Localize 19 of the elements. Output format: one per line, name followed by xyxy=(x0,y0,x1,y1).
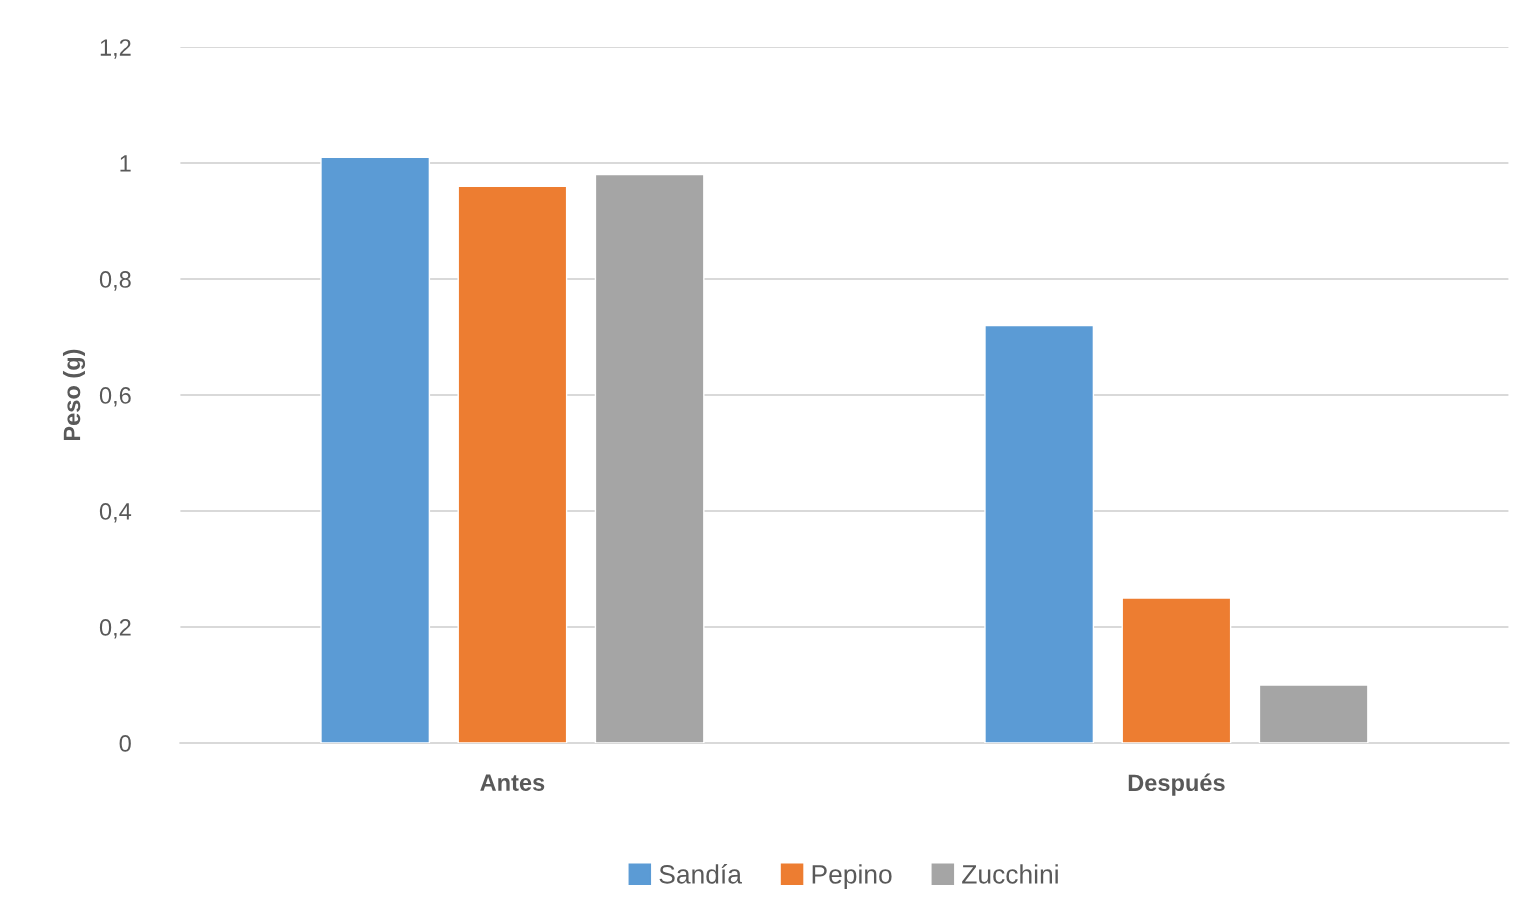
y-tick-label: 0 xyxy=(119,735,131,752)
legend-label: Sandía xyxy=(659,864,742,884)
bar xyxy=(594,173,705,744)
x-tick-label: Antes xyxy=(480,774,545,791)
bar xyxy=(320,156,431,744)
bar xyxy=(984,324,1095,744)
bar xyxy=(457,185,568,744)
y-tick-label: 0,8 xyxy=(99,271,131,291)
y-tick-label: 1,2 xyxy=(100,39,131,59)
legend-label: Zucchini xyxy=(962,864,1058,884)
y-tick-label: 0,4 xyxy=(99,503,132,523)
y-tick-label: 1 xyxy=(120,155,131,172)
y-axis-title: Peso (g) xyxy=(62,349,86,441)
bar xyxy=(1121,597,1232,744)
legend-label: Pepino xyxy=(812,864,892,889)
y-tick-label: 0,2 xyxy=(99,619,131,639)
x-tick-label: Después xyxy=(1128,773,1225,796)
y-tick-label: 0,6 xyxy=(99,387,131,407)
bar xyxy=(1258,684,1369,744)
